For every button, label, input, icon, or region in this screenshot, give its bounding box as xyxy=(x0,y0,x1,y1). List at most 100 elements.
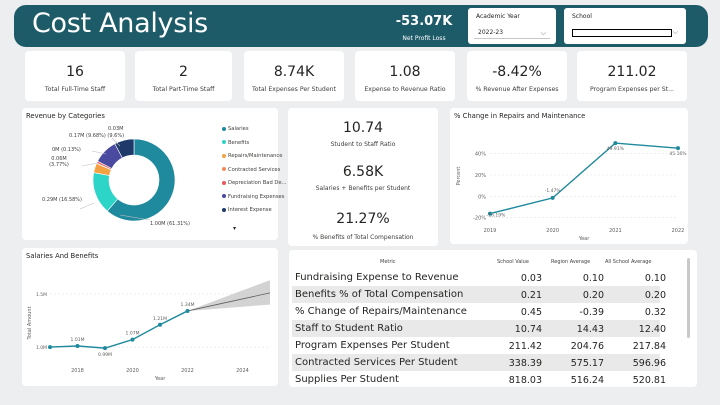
y-tick-label: 0% xyxy=(478,194,486,200)
salaries-benefits-card: Salaries And Benefits 1.5M 1.0M Total Amou… xyxy=(22,248,278,386)
legend-label: Repairs/Maintenance xyxy=(228,153,283,159)
kpi-value: 211.02 xyxy=(607,64,657,80)
repairs-data-point[interactable] xyxy=(488,211,492,216)
school-slicer[interactable]: School ⌵ xyxy=(564,8,686,44)
repairs-data-label: 45.16% xyxy=(669,151,687,157)
salaries-data-point[interactable] xyxy=(158,322,162,327)
y-tick-label: 20% xyxy=(475,173,486,179)
legend-item[interactable]: Fundraising Expenses xyxy=(222,194,284,200)
repairs-chart-title: % Change in Repairs and Maintenance xyxy=(454,112,586,120)
kpi-value: 8.74K xyxy=(273,64,315,80)
table-header[interactable]: School Value xyxy=(497,259,529,265)
legend-more-icon[interactable]: ▾ xyxy=(233,225,237,232)
repairs-data-point[interactable] xyxy=(676,146,680,151)
kpi-value: -8.42% xyxy=(492,64,542,80)
salaries-data-point[interactable] xyxy=(130,337,135,342)
table-row[interactable]: Fundraising Expense to Revenue 0.03 0.10 0.… xyxy=(292,269,666,286)
revenue-by-categories-card: Revenue by Categories 1.00M (61.31%) 0.2… xyxy=(22,108,287,240)
table-header[interactable]: All School Average xyxy=(605,259,652,265)
table-row[interactable]: % Change of Repairs/Maintenance 0.45 -0.39… xyxy=(292,303,666,320)
kpi-card-program-expenses: 211.02 Program Expenses per St... xyxy=(577,51,687,101)
forecast-line xyxy=(187,292,271,312)
stat-label: Salaries + Benefits per Student xyxy=(315,185,411,192)
legend-label: Salaries xyxy=(228,126,249,132)
salaries-data-point[interactable] xyxy=(75,344,80,348)
table-header[interactable]: Region Average xyxy=(551,259,591,265)
y-tick-label: 40% xyxy=(475,152,486,158)
donut-label-contracted: 0M (0.13%) xyxy=(52,147,81,153)
donut-label-top: 0.17M (9.68%) (9.6%) xyxy=(69,133,125,139)
table-cell-value: 12.40 xyxy=(638,324,666,335)
legend-label: Interest Expense xyxy=(228,207,272,213)
kpi-label: Expense to Revenue Ratio xyxy=(364,86,446,93)
x-axis-label: Year xyxy=(154,376,167,382)
salaries-data-point[interactable] xyxy=(48,345,52,350)
donut-slice[interactable] xyxy=(114,138,135,159)
kpi-card-revenue-after-expenses: -8.42% % Revenue After Expenses xyxy=(467,51,567,101)
legend-item[interactable]: Interest Expense xyxy=(222,207,272,213)
forecast-band xyxy=(187,280,270,311)
x-tick-label: 2024 xyxy=(236,368,249,374)
legend-item[interactable]: Contracted Services xyxy=(222,167,280,173)
stat-value: 21.27% xyxy=(336,211,390,227)
legend-dot xyxy=(222,140,226,144)
net-profit-label: Net Profit Loss xyxy=(402,35,446,42)
repairs-data-label: -1.47% xyxy=(545,188,562,194)
table-cell-value: 0.03 xyxy=(520,273,542,284)
salaries-data-point[interactable] xyxy=(103,346,107,351)
table-cell-value: 211.42 xyxy=(508,341,542,352)
table-cell-value: 818.03 xyxy=(508,375,542,386)
legend-dot xyxy=(222,207,226,212)
kpi-card-expense-revenue-ratio: 1.08 Expense to Revenue Ratio xyxy=(355,51,455,101)
y-tick-label: 1.5M xyxy=(36,292,47,298)
academic-year-label: Academic Year xyxy=(476,13,520,20)
chevron-down-icon[interactable]: ⌵ xyxy=(672,28,678,36)
kpi-label: Total Full-Time Staff xyxy=(44,86,106,93)
table-row[interactable]: Contracted Services Per Student 338.39 575… xyxy=(292,354,666,371)
table-cell-value: 0.10 xyxy=(644,273,666,284)
table-scrollbar[interactable] xyxy=(687,258,690,338)
legend-item[interactable]: Salaries xyxy=(222,126,249,132)
page-title: Cost Analysis xyxy=(32,8,208,39)
table-cell-value: 338.39 xyxy=(508,358,542,369)
legend-item[interactable]: Benefits xyxy=(222,140,249,146)
stat-value: 10.74 xyxy=(342,120,384,136)
table-row[interactable]: Staff to Student Ratio 10.74 14.43 12.40 xyxy=(292,320,666,337)
table-cell-metric: Staff to Student Ratio xyxy=(295,323,403,334)
chevron-down-icon[interactable]: ⌵ xyxy=(540,29,546,37)
x-axis-label: Year xyxy=(578,236,591,242)
legend-dot xyxy=(222,126,226,131)
y-axis-label: Percent xyxy=(456,167,462,186)
legend-item[interactable]: Depreciation Bad De... xyxy=(222,180,287,186)
table-cell-value: 0.10 xyxy=(582,273,604,284)
repairs-data-label: -16.19% xyxy=(487,213,507,219)
x-tick-label: 2020 xyxy=(546,228,559,234)
legend-label: Contracted Services xyxy=(228,166,281,173)
table-cell-value: 0.20 xyxy=(582,290,604,301)
school-dropdown[interactable] xyxy=(572,29,672,37)
salaries-chart-title: Salaries And Benefits xyxy=(26,252,99,260)
metrics-table: Metric School Value Region Average All S… xyxy=(289,250,697,387)
repairs-data-point[interactable] xyxy=(550,195,555,200)
legend-item[interactable]: Repairs/Maintenance xyxy=(222,153,282,159)
table-row[interactable]: Program Expenses Per Student 211.42 204.76… xyxy=(292,337,666,354)
repairs-change-card: % Change in Repairs and Maintenance 40% 2… xyxy=(450,108,688,244)
x-tick-label: 2022 xyxy=(181,368,194,374)
x-tick-label: 2022 xyxy=(672,228,685,234)
table-row[interactable]: Benefits % of Total Compensation 0.21 0.20… xyxy=(292,286,666,303)
table-cell-value: 516.24 xyxy=(570,375,604,386)
legend-label: Depreciation Bad De... xyxy=(228,180,287,186)
salaries-data-point[interactable] xyxy=(185,308,190,313)
academic-year-slicer[interactable]: Academic Year 2022-23 ⌵ xyxy=(468,8,556,44)
legend-label: Fundraising Expenses xyxy=(228,193,285,200)
table-cell-value: 14.43 xyxy=(576,324,604,335)
donut-slice[interactable] xyxy=(106,138,176,222)
repairs-data-point[interactable] xyxy=(613,141,618,146)
table-cell-value: 520.81 xyxy=(632,375,666,386)
academic-year-dropdown[interactable]: 2022-23 ⌵ xyxy=(474,27,550,39)
table-cell-metric: % Change of Repairs/Maintenance xyxy=(295,306,467,317)
table-row[interactable]: Supplies Per Student 818.03 516.24 520.81 xyxy=(292,371,666,387)
repairs-data-label: 49.91% xyxy=(607,146,625,152)
y-tick-label: 1.0M xyxy=(36,345,47,351)
legend-dot xyxy=(222,180,226,185)
